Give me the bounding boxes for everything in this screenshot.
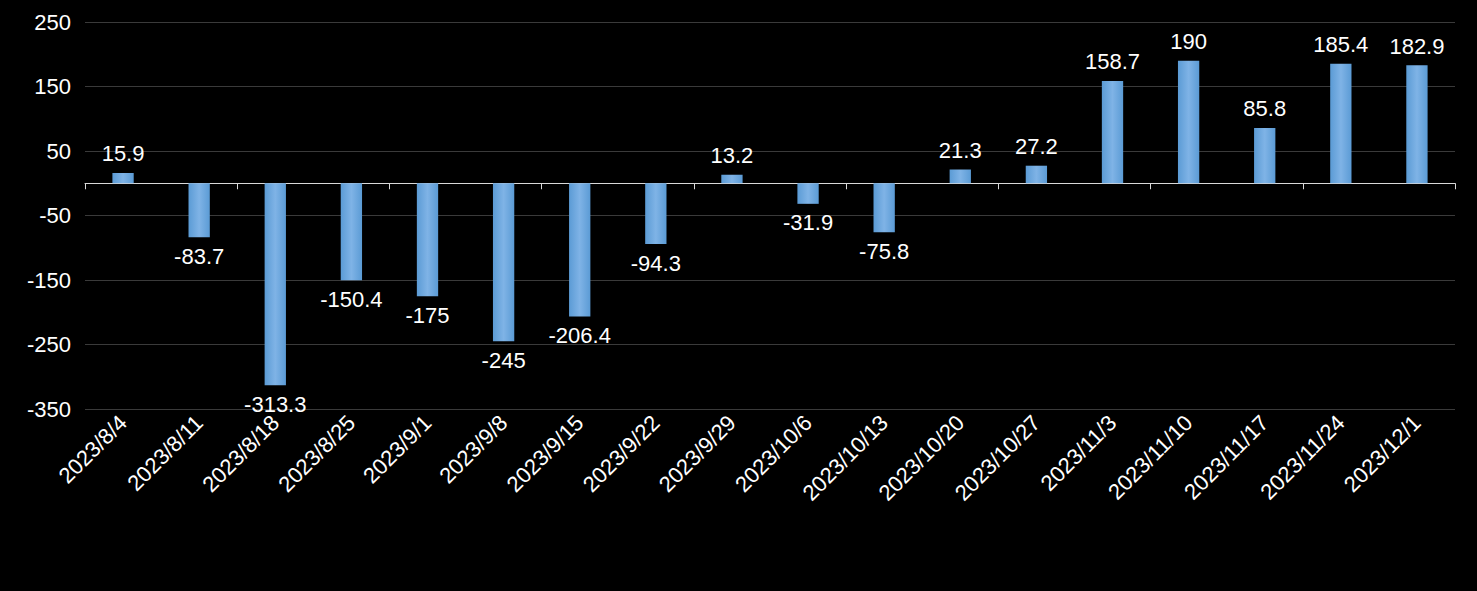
svg-text:-250: -250 [27,332,71,357]
svg-text:158.7: 158.7 [1085,49,1140,74]
svg-text:-50: -50 [39,203,71,228]
svg-text:-150: -150 [27,268,71,293]
svg-text:2023/10/13: 2023/10/13 [797,410,893,506]
svg-text:-75.8: -75.8 [859,239,909,264]
svg-text:190: 190 [1170,29,1207,54]
svg-text:2023/11/10: 2023/11/10 [1103,410,1198,505]
svg-text:2023/8/11: 2023/8/11 [122,410,208,496]
svg-text:2023/12/1: 2023/12/1 [1339,410,1426,497]
svg-text:-83.7: -83.7 [174,244,224,269]
svg-text:2023/10/27: 2023/10/27 [950,410,1045,505]
svg-text:185.4: 185.4 [1313,32,1368,57]
svg-text:2023/9/1: 2023/9/1 [358,410,436,488]
svg-text:2023/9/22: 2023/9/22 [578,410,665,497]
svg-text:2023/8/18: 2023/8/18 [197,410,284,497]
svg-text:-313.3: -313.3 [244,392,306,417]
svg-text:2023/9/29: 2023/9/29 [654,410,741,497]
svg-text:-245: -245 [482,348,526,373]
svg-text:2023/11/3: 2023/11/3 [1035,410,1122,496]
svg-text:15.9: 15.9 [102,141,145,166]
svg-text:-150.4: -150.4 [320,287,382,312]
svg-text:2023/9/15: 2023/9/15 [502,410,589,497]
svg-text:-94.3: -94.3 [631,251,681,276]
svg-text:182.9: 182.9 [1389,34,1444,59]
svg-text:85.8: 85.8 [1243,96,1286,121]
svg-text:50: 50 [47,139,71,164]
svg-text:13.2: 13.2 [711,143,754,168]
svg-text:2023/8/4: 2023/8/4 [54,410,132,488]
svg-text:2023/11/24: 2023/11/24 [1255,410,1349,504]
svg-text:-206.4: -206.4 [549,323,611,348]
svg-text:250: 250 [34,10,71,35]
svg-text:-350: -350 [27,397,71,422]
svg-text:2023/11/17: 2023/11/17 [1179,410,1274,505]
svg-text:-175: -175 [405,303,449,328]
svg-text:21.3: 21.3 [939,138,982,163]
svg-text:2023/9/8: 2023/9/8 [434,410,512,488]
svg-text:150: 150 [34,74,71,99]
svg-text:2023/8/25: 2023/8/25 [273,410,360,497]
svg-text:27.2: 27.2 [1015,134,1058,159]
svg-text:2023/10/6: 2023/10/6 [730,410,817,497]
svg-text:2023/10/20: 2023/10/20 [873,410,970,506]
svg-text:-31.9: -31.9 [783,210,833,235]
